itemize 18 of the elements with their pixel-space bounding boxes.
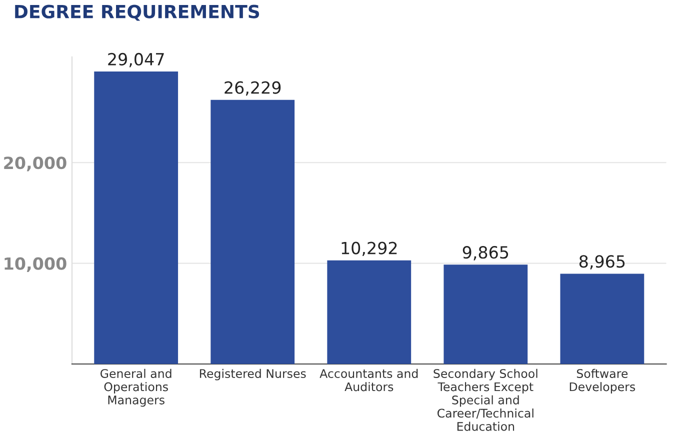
x-tick-label: Software Developers [570, 368, 636, 394]
data-label: 8,965 [579, 255, 625, 270]
y-tick-label: 10,000 [4, 257, 66, 272]
bar [210, 100, 295, 364]
x-tick-label: Secondary School Teachers Except Special and Career/Technical Education [434, 368, 538, 431]
data-label: 29,047 [108, 52, 164, 68]
data-label: 26,229 [224, 81, 281, 96]
x-tick-label: General and Operations Managers [100, 368, 172, 407]
x-tick-label: Accountants and Auditors [320, 368, 418, 392]
data-label: 10,292 [342, 242, 397, 256]
bar [327, 260, 412, 364]
chart-title: DEGREE REQUIREMENTS [15, 4, 260, 21]
y-tick-label: 20,000 [4, 156, 66, 172]
bar [94, 72, 178, 364]
bar [560, 274, 644, 364]
x-tick-label: Registered Nurses [200, 368, 306, 380]
data-label: 9,865 [462, 246, 508, 260]
bar [444, 264, 528, 364]
